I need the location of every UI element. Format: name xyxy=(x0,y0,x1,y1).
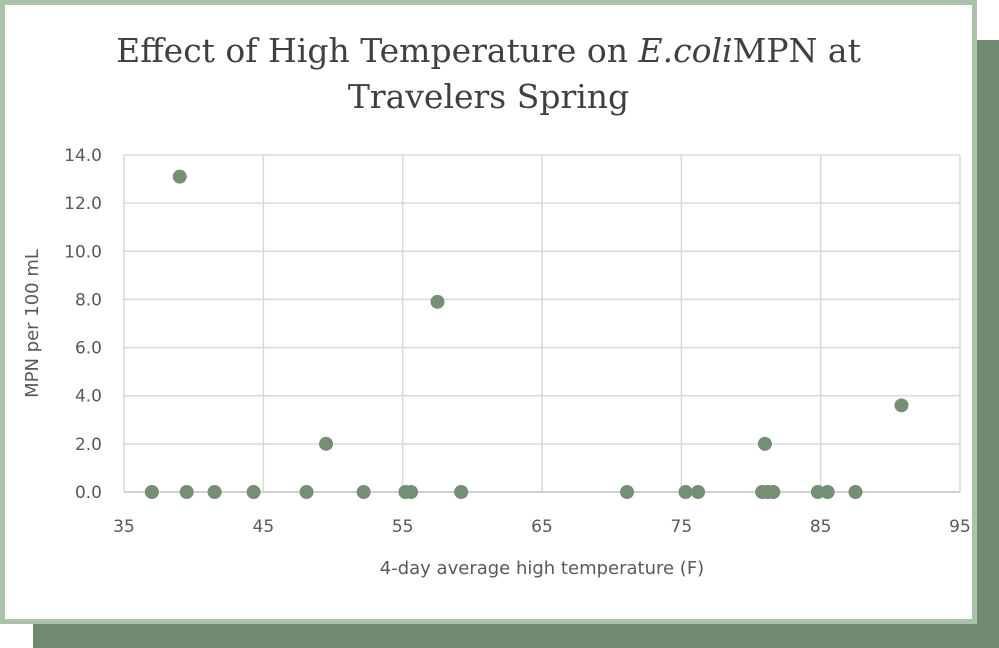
x-tick-label: 45 xyxy=(253,517,275,537)
y-tick-label: 14.0 xyxy=(64,146,102,166)
data-point xyxy=(207,485,222,499)
data-point xyxy=(820,485,835,499)
y-tick-label: 8.0 xyxy=(75,290,102,310)
x-tick-label: 65 xyxy=(531,517,553,537)
title-organism: E.coli xyxy=(638,31,733,70)
y-tick-label: 12.0 xyxy=(64,194,102,214)
data-point xyxy=(356,485,371,499)
data-point xyxy=(691,485,706,499)
data-point xyxy=(894,398,909,413)
data-points xyxy=(144,169,909,499)
x-tick-label: 35 xyxy=(113,517,135,537)
data-point xyxy=(430,294,445,309)
chart-title: Effect of High Temperature on E.coliMPN … xyxy=(5,28,972,120)
data-point xyxy=(172,169,187,184)
y-tick-label: 4.0 xyxy=(75,387,102,407)
y-tick-label: 10.0 xyxy=(64,242,102,262)
chart-title-line1: Effect of High Temperature on E.coliMPN … xyxy=(5,28,972,74)
data-point xyxy=(144,485,159,499)
chart-frame xyxy=(0,0,977,624)
data-point xyxy=(179,485,194,499)
chart-title-line2: Travelers Spring xyxy=(347,77,630,116)
data-point xyxy=(619,485,634,499)
data-point xyxy=(766,485,781,499)
title-suffix: MPN at xyxy=(732,31,861,70)
x-tick-label: 85 xyxy=(810,517,832,537)
y-axis-label: MPN per 100 mL xyxy=(22,249,43,398)
y-tick-label: 6.0 xyxy=(75,339,102,359)
data-point xyxy=(810,485,825,499)
data-point xyxy=(404,485,419,499)
data-point xyxy=(246,485,261,499)
data-point xyxy=(757,436,772,451)
x-tick-label: 55 xyxy=(392,517,414,537)
y-tick-label: 0.0 xyxy=(75,483,102,503)
x-axis-ticks: 35 45 55 65 75 85 95 xyxy=(113,517,971,537)
y-axis-ticks: 0.0 2.0 4.0 6.0 8.0 10.0 12.0 14.0 xyxy=(64,146,102,503)
x-axis-label: 4-day average high temperature (F) xyxy=(380,558,704,579)
x-tick-label: 75 xyxy=(671,517,693,537)
gridlines xyxy=(123,154,961,493)
x-tick-label: 95 xyxy=(949,517,971,537)
title-prefix: Effect of High Temperature on xyxy=(116,31,639,70)
data-point xyxy=(454,485,469,499)
y-tick-label: 2.0 xyxy=(75,435,102,455)
data-point xyxy=(319,436,334,451)
data-point xyxy=(848,485,863,499)
data-point xyxy=(299,485,314,499)
data-point xyxy=(678,485,693,499)
